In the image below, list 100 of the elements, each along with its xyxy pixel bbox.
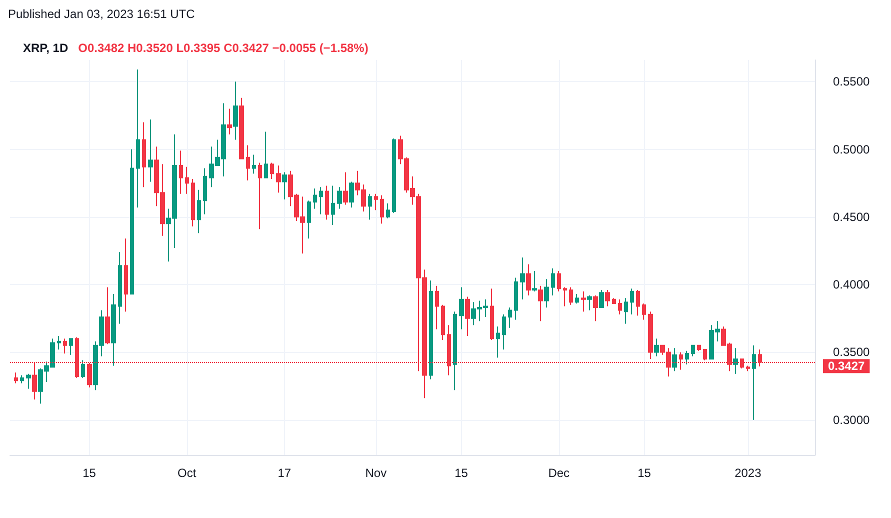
candlestick: [569, 286, 573, 306]
candlestick: [380, 194, 384, 224]
candlestick: [685, 350, 689, 365]
candlestick: [746, 365, 750, 372]
candlestick: [319, 186, 323, 215]
candlestick: [520, 257, 525, 300]
candlestick: [691, 344, 695, 357]
candlestick: [252, 154, 256, 174]
x-tick-label: Nov: [365, 466, 387, 480]
candlestick: [276, 165, 281, 194]
candlestick: [624, 298, 628, 324]
x-tick-label: 2023: [734, 466, 762, 480]
candlestick: [551, 268, 555, 296]
candlestick: [130, 148, 134, 295]
x-tick-label: 15: [82, 466, 96, 480]
candlestick: [496, 326, 500, 358]
candlestick: [490, 288, 494, 341]
candlestick: [526, 264, 531, 296]
candlestick: [508, 307, 512, 328]
candlestick: [581, 290, 586, 312]
candlestick: [654, 338, 659, 357]
candlestick: [337, 186, 342, 210]
candlestick: [374, 193, 378, 211]
candlestick: [63, 338, 67, 354]
candlestick: [239, 97, 244, 160]
x-tick-label: 15: [454, 466, 468, 480]
candlestick: [124, 238, 128, 312]
candlestick: [270, 162, 274, 180]
candlestick: [185, 166, 189, 194]
y-tick-label: 0.5000: [833, 142, 870, 156]
text: Published Jan 03, 2023 16:51 UTC: [8, 7, 196, 21]
candlestick: [605, 289, 610, 307]
candlestick: [313, 188, 317, 210]
candlestick: [105, 286, 110, 345]
candlestick: [648, 311, 653, 360]
candlestick: [69, 338, 73, 356]
candlestick: [630, 288, 634, 315]
x-tick-label: Dec: [548, 466, 570, 480]
candlestick: [111, 294, 116, 366]
y-tick-label: 0.4500: [833, 210, 870, 224]
candlestick: [636, 289, 640, 316]
chart-title: XRP, 1D: [23, 41, 68, 55]
candlestick: [258, 162, 262, 230]
candlestick: [264, 131, 268, 178]
candlestick: [179, 150, 183, 194]
candlestick: [343, 172, 348, 206]
candlestick: [612, 298, 616, 304]
candlestick: [599, 289, 604, 308]
candlestick: [587, 294, 592, 311]
y-tick-label: 0.5500: [833, 74, 870, 89]
candlestick: [227, 108, 232, 135]
candlestick: [203, 168, 207, 215]
candlestick: [593, 294, 598, 322]
chart-subtitle: O0.3482 H0.3520 L0.3395 C0.3427 −0.0055 (−1.58%): [78, 41, 368, 55]
candlestick: [26, 373, 31, 390]
x-tick-label: 15: [638, 466, 652, 480]
candlestick: [246, 144, 250, 181]
candlestick: [502, 314, 506, 350]
candlestick: [148, 119, 153, 182]
candlestick: [20, 374, 24, 384]
candlestick: [233, 81, 238, 140]
candlestick: [435, 285, 439, 330]
candlestick: [544, 278, 549, 308]
candlestick: [672, 348, 677, 372]
candlestick: [697, 344, 701, 352]
candlestick: [441, 304, 445, 341]
candlestick: [557, 270, 561, 292]
candlestick: [331, 185, 335, 226]
candlestick: [136, 68, 140, 208]
x-tick-label: Oct: [178, 466, 197, 480]
candlestick: [642, 302, 646, 320]
candlestick: [575, 294, 579, 304]
candlestick: [191, 178, 195, 227]
candlestick: [282, 172, 287, 200]
candlestick: [325, 185, 329, 220]
y-tick-label: 0.4000: [833, 278, 870, 292]
y-tick-label: 0.3000: [833, 412, 870, 427]
candlestick: [429, 280, 433, 380]
x-tick-label: 17: [278, 466, 292, 480]
candlestick: [307, 200, 311, 240]
candlestick: [514, 277, 518, 320]
candlestick: [386, 202, 390, 219]
candlestick: [563, 286, 567, 307]
candlestick: [733, 348, 738, 374]
candlestick: [14, 372, 18, 384]
candlestick: [81, 360, 85, 378]
candlestick: [538, 285, 543, 322]
candlestick: [118, 252, 122, 324]
candlestick: [349, 181, 354, 208]
candlestick: [459, 286, 464, 330]
candlestick: [618, 298, 622, 315]
candlestick: [465, 296, 470, 336]
ref-line-label: 0.3427: [828, 359, 866, 374]
candlestick: [752, 344, 756, 420]
candlestick: [532, 270, 537, 292]
candlestick: [142, 122, 146, 188]
y-tick-label: 0.3500: [833, 345, 870, 360]
candlestick: [57, 335, 61, 350]
candlestick: [368, 193, 372, 220]
candlestick: [453, 311, 457, 391]
